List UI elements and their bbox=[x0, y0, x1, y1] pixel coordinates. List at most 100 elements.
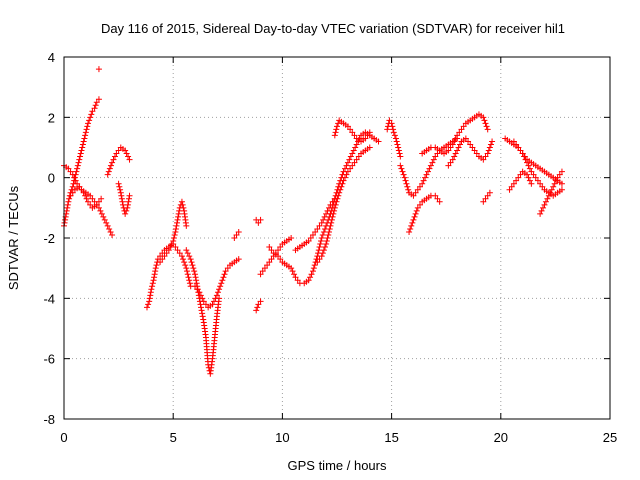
data-point bbox=[87, 192, 94, 199]
data-point bbox=[172, 228, 179, 235]
y-tick-label: 4 bbox=[48, 50, 55, 65]
data-point bbox=[254, 304, 261, 311]
data-point bbox=[69, 189, 76, 196]
data-point bbox=[266, 259, 273, 266]
data-point bbox=[537, 210, 544, 217]
data-point bbox=[324, 235, 331, 241]
data-point bbox=[353, 141, 360, 148]
data-point bbox=[172, 225, 179, 232]
data-point bbox=[84, 123, 91, 130]
data-point bbox=[104, 222, 111, 229]
data-point bbox=[452, 150, 459, 157]
data-point bbox=[319, 231, 326, 238]
series-arc-f bbox=[143, 241, 194, 311]
data-point bbox=[430, 156, 437, 163]
x-tick-label: 5 bbox=[170, 430, 177, 445]
data-point bbox=[259, 268, 266, 275]
data-point bbox=[193, 280, 200, 287]
data-point bbox=[113, 150, 120, 157]
data-point bbox=[519, 150, 526, 157]
data-point bbox=[482, 153, 489, 160]
data-point bbox=[183, 247, 190, 254]
data-point bbox=[397, 162, 404, 169]
data-point bbox=[389, 123, 396, 130]
data-point bbox=[178, 198, 185, 205]
data-point bbox=[146, 298, 153, 305]
data-point bbox=[151, 274, 158, 281]
data-point bbox=[199, 313, 206, 320]
data-point bbox=[111, 153, 118, 160]
data-point bbox=[544, 195, 551, 202]
data-point bbox=[482, 120, 489, 127]
data-point bbox=[521, 153, 528, 160]
data-point bbox=[351, 159, 358, 166]
data-point bbox=[393, 138, 400, 145]
data-point bbox=[100, 213, 107, 220]
series-arc-x bbox=[480, 189, 493, 205]
data-point bbox=[449, 156, 456, 163]
data-point bbox=[558, 180, 565, 187]
data-point bbox=[159, 256, 166, 263]
data-point bbox=[216, 286, 223, 293]
data-point bbox=[71, 174, 78, 181]
data-point bbox=[449, 141, 456, 148]
series-arc-z bbox=[510, 138, 565, 199]
data-point bbox=[66, 195, 73, 202]
plot-frame bbox=[63, 56, 611, 420]
data-point bbox=[125, 153, 132, 160]
data-point bbox=[288, 235, 295, 241]
series-arc-i bbox=[192, 256, 242, 311]
data-point bbox=[456, 129, 463, 136]
data-point bbox=[334, 123, 340, 130]
data-point bbox=[193, 277, 200, 284]
data-point bbox=[67, 192, 74, 199]
data-point bbox=[85, 198, 92, 205]
data-point bbox=[148, 286, 155, 293]
data-point bbox=[191, 268, 198, 275]
data-point bbox=[513, 177, 520, 184]
data-point bbox=[328, 207, 335, 214]
data-point bbox=[323, 238, 330, 245]
data-point bbox=[327, 222, 334, 229]
data-point bbox=[309, 268, 316, 275]
data-point bbox=[528, 180, 535, 187]
data-point bbox=[347, 153, 354, 160]
data-point bbox=[87, 201, 94, 208]
data-point bbox=[540, 204, 547, 211]
data-point bbox=[404, 183, 411, 190]
data-point bbox=[289, 268, 296, 275]
data-point bbox=[192, 274, 199, 281]
data-point bbox=[73, 168, 80, 175]
data-point bbox=[510, 138, 517, 145]
data-point bbox=[473, 150, 480, 157]
data-point bbox=[85, 120, 92, 127]
data-point bbox=[305, 277, 312, 284]
data-point bbox=[316, 222, 323, 229]
data-point bbox=[83, 195, 90, 202]
data-point bbox=[451, 138, 458, 145]
data-point bbox=[457, 141, 464, 148]
data-point bbox=[451, 153, 458, 160]
data-point bbox=[63, 207, 70, 214]
data-point bbox=[401, 174, 408, 181]
data-point bbox=[409, 219, 416, 226]
data-point bbox=[183, 265, 190, 272]
data-point bbox=[62, 216, 69, 223]
series-arc-a bbox=[61, 96, 102, 229]
data-point bbox=[413, 207, 420, 214]
data-point bbox=[87, 114, 94, 121]
data-point bbox=[98, 210, 105, 217]
series-arc-s bbox=[384, 117, 404, 160]
data-point bbox=[231, 235, 238, 241]
data-point bbox=[396, 150, 403, 157]
data-point bbox=[334, 186, 341, 193]
data-point bbox=[407, 225, 414, 232]
data-point bbox=[198, 307, 205, 314]
data-point bbox=[318, 235, 325, 241]
data-point bbox=[218, 280, 225, 287]
data-point bbox=[427, 162, 434, 169]
data-point bbox=[419, 180, 426, 187]
data-point bbox=[77, 153, 84, 160]
data-point bbox=[165, 247, 172, 254]
data-point bbox=[179, 201, 186, 208]
